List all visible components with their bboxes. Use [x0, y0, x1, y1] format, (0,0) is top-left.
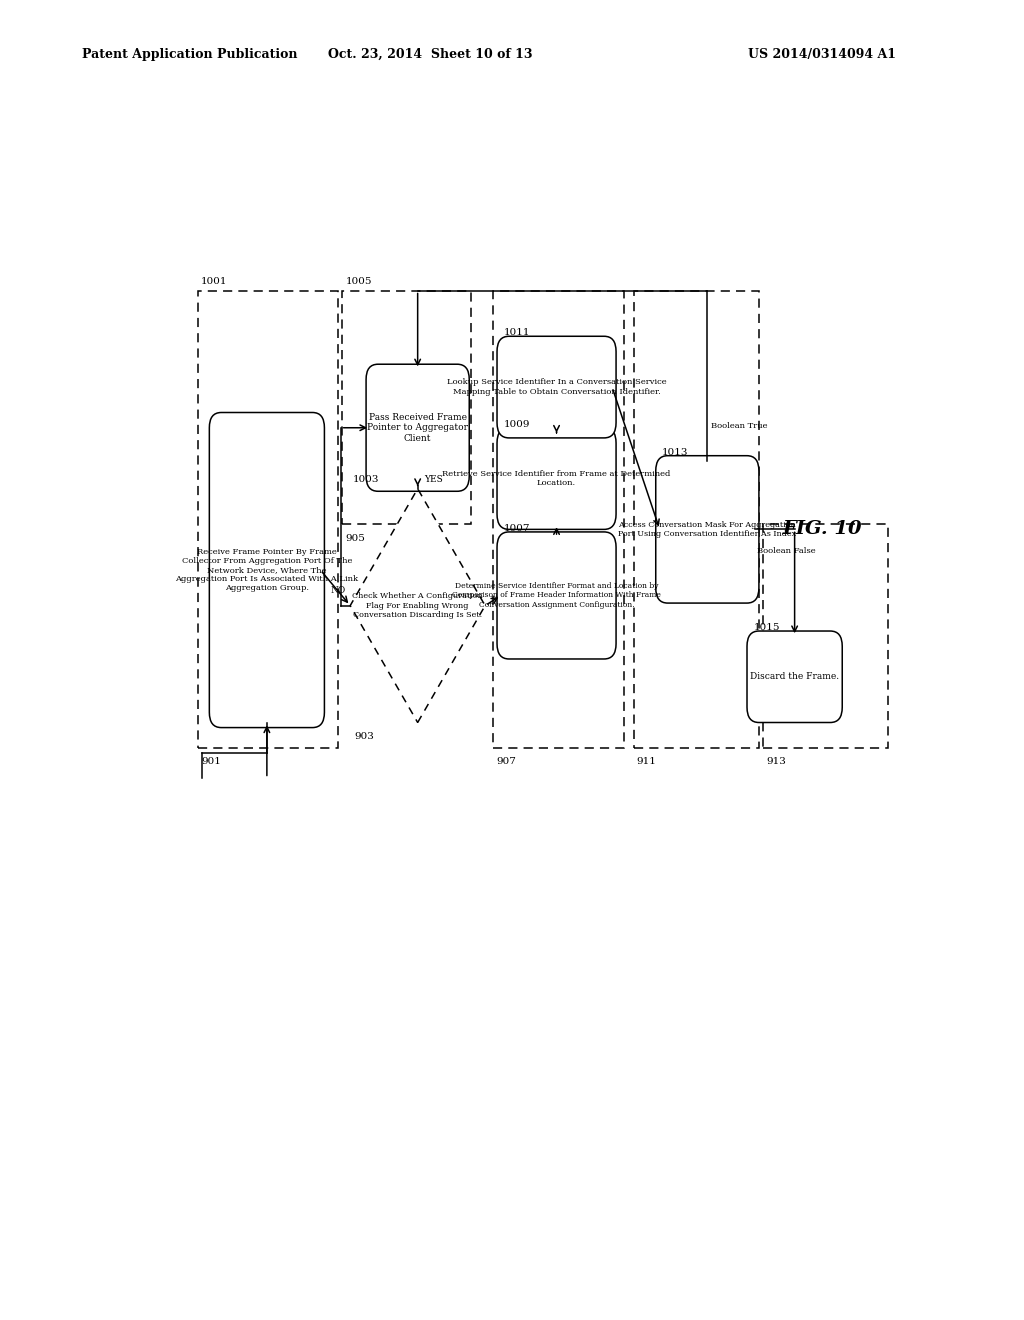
Text: 907: 907: [497, 758, 516, 766]
Text: Patent Application Publication: Patent Application Publication: [82, 48, 297, 61]
Text: Lookup Service Identifier In a Conversation Service
Mapping Table to Obtain Conv: Lookup Service Identifier In a Conversat…: [446, 379, 667, 396]
Bar: [342, 290, 471, 524]
Text: Access Conversation Mask For Aggregation
Port Using Conversation Identifier As I: Access Conversation Mask For Aggregation…: [618, 521, 797, 539]
Polygon shape: [350, 488, 485, 722]
Text: 905: 905: [345, 533, 366, 543]
Bar: [634, 290, 759, 748]
Text: Oct. 23, 2014  Sheet 10 of 13: Oct. 23, 2014 Sheet 10 of 13: [328, 48, 532, 61]
Text: US 2014/0314094 A1: US 2014/0314094 A1: [748, 48, 896, 61]
Text: 911: 911: [637, 758, 656, 766]
Bar: [198, 290, 338, 748]
Text: 913: 913: [766, 758, 786, 766]
Text: Boolean False: Boolean False: [758, 546, 816, 554]
Text: 1011: 1011: [504, 329, 529, 338]
Text: 1013: 1013: [663, 447, 688, 457]
Text: FIG. 10: FIG. 10: [782, 520, 862, 539]
Text: Determine Service Identifier Format and Location by
Comparison of Frame Header I: Determine Service Identifier Format and …: [453, 582, 660, 609]
Text: 903: 903: [354, 731, 374, 741]
Text: 901: 901: [201, 758, 221, 766]
Text: 1015: 1015: [754, 623, 780, 632]
Text: Boolean True: Boolean True: [712, 422, 768, 430]
Text: Retrieve Service Identifier from Frame at Determined
Location.: Retrieve Service Identifier from Frame a…: [442, 470, 671, 487]
FancyBboxPatch shape: [746, 631, 842, 722]
Text: 1003: 1003: [352, 475, 379, 483]
Text: Discard the Frame.: Discard the Frame.: [750, 672, 840, 681]
Bar: [494, 290, 624, 748]
Text: Pass Received Frame
Pointer to Aggregator
Client: Pass Received Frame Pointer to Aggregato…: [368, 413, 468, 442]
FancyBboxPatch shape: [209, 412, 325, 727]
Text: NO: NO: [331, 586, 346, 595]
FancyBboxPatch shape: [497, 337, 616, 438]
Text: 1009: 1009: [504, 420, 529, 429]
Text: Receive Frame Pointer By Frame
Collector From Aggregation Port Of The
Network De: Receive Frame Pointer By Frame Collector…: [175, 548, 358, 593]
Text: Check Whether A Configuration
Flag For Enabling Wrong
Conversation Discarding Is: Check Whether A Configuration Flag For E…: [352, 593, 483, 619]
FancyBboxPatch shape: [497, 428, 616, 529]
FancyBboxPatch shape: [655, 455, 759, 603]
Text: 1005: 1005: [345, 277, 372, 286]
FancyBboxPatch shape: [497, 532, 616, 659]
Text: 1007: 1007: [504, 524, 529, 533]
Text: 1001: 1001: [201, 277, 227, 286]
Text: YES: YES: [424, 475, 442, 483]
FancyBboxPatch shape: [367, 364, 469, 491]
Bar: [763, 524, 888, 748]
